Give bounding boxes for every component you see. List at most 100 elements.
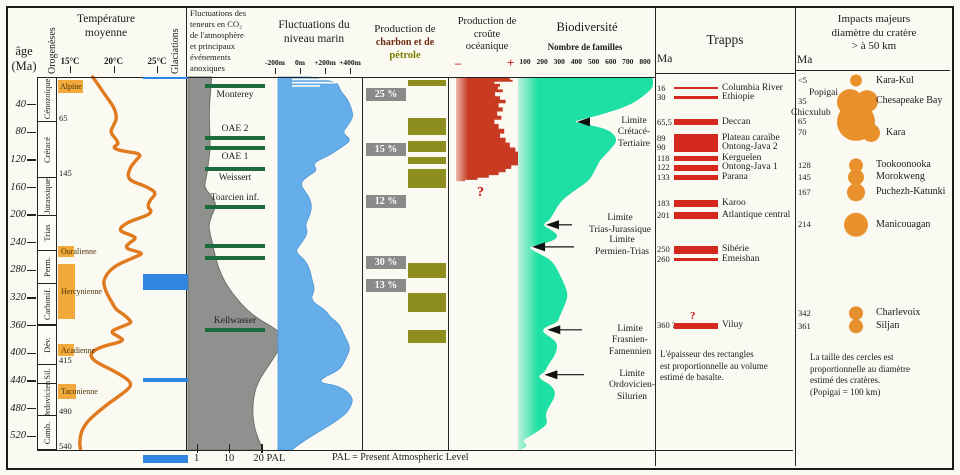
orogeny-label: Hercynienne — [61, 287, 102, 297]
temperature-curve — [78, 75, 157, 451]
trapp-name-label: Atlantique central — [722, 210, 791, 221]
era-label: Cénozoïque — [42, 79, 52, 120]
temperature-scale-tick — [70, 66, 72, 73]
age-tick-mark — [27, 242, 36, 244]
age-tick-label: 280 — [10, 264, 26, 276]
extinction-limit-arrowhead — [547, 325, 561, 335]
fuel-column-left-line — [362, 77, 364, 450]
anoxic-event-label: Toarcien inf. — [210, 192, 260, 203]
pal-scale-tick — [261, 444, 263, 453]
age-tick-mark — [27, 103, 36, 106]
era-label: Ordovicien — [42, 380, 52, 419]
anoxic-event-label: OAE 1 — [221, 152, 249, 163]
fuel-header-petrole: pétrole — [389, 50, 421, 61]
trapp-name-label: Ethiopie — [722, 92, 755, 103]
anoxic-event-bar — [205, 204, 265, 209]
pal-scale-label: 1 — [193, 453, 200, 464]
pal-scale-label: 20 PAL — [253, 453, 286, 464]
impact-crater-name: Kara — [886, 126, 906, 138]
era-cell: Camb. — [37, 414, 57, 451]
age-tick-label: 480 — [10, 402, 26, 414]
age-tick-mark — [27, 269, 36, 272]
trapp-name-label: Karoo — [722, 197, 746, 208]
fuel-percent-chip: 25 % — [366, 88, 406, 101]
impact-age-label: 128 — [798, 159, 811, 170]
era-label: Dév. — [42, 336, 52, 353]
fuel-header-charbon: charbon et de — [375, 37, 435, 48]
trapp-bar — [674, 174, 718, 180]
anoxic-event-bar — [205, 256, 265, 260]
figure-border — [6, 6, 954, 470]
trapp-bar — [674, 164, 718, 171]
age-tick-mark — [27, 407, 36, 410]
orogeny-label: Acadienne — [61, 345, 96, 355]
chart-bottom-line — [37, 450, 793, 452]
trapp-bar — [674, 257, 718, 261]
impacts-ma-label: Ma — [797, 54, 813, 66]
trapp-age-label: 133 — [657, 171, 670, 182]
trapps-column-left-line — [655, 8, 657, 466]
biodiversity-scale-label: 800 — [639, 57, 651, 66]
orogeny-label: Alpine — [60, 81, 82, 91]
trapp-age-label: 90 — [657, 142, 666, 153]
trapp-name-label: Parana — [722, 171, 748, 182]
sea-scale-label: 0m — [295, 58, 305, 67]
impact-crater-circle — [847, 183, 865, 202]
fuel-bar — [408, 262, 446, 278]
fuel-percent-chip: 12 % — [366, 195, 406, 208]
impact-age-label: 70 — [798, 127, 807, 138]
age-tick-label: 360 — [10, 319, 26, 331]
anoxic-event-label: Weissert — [218, 172, 252, 183]
fuel-bar — [408, 157, 446, 164]
fuel-bar — [408, 141, 446, 153]
trapps-note: L'épaisseur des rectangles est proportio… — [660, 349, 768, 382]
anoxic-event-bar — [205, 244, 265, 249]
trapp-name-label: Ontong-Java 2 — [722, 142, 778, 153]
age-tick-mark — [27, 131, 36, 133]
era-cell: Dév. — [37, 324, 57, 365]
extinction-limit-arrowhead — [576, 117, 590, 127]
trapp-bar — [674, 119, 718, 126]
trapp-bar — [674, 87, 718, 90]
era-label: Camb. — [42, 421, 52, 444]
impact-crater-name: Morokweng — [876, 171, 925, 183]
trapp-bar — [674, 133, 718, 144]
extinction-limit-label: Limite Trias-Jurassique — [589, 213, 651, 235]
anoxic-event-bar — [205, 146, 265, 151]
anoxic-event-bar — [205, 135, 265, 140]
trapp-bar — [674, 143, 718, 153]
crust-question-mark: ? — [477, 185, 484, 200]
era-cell: Ordovicien — [37, 380, 57, 419]
impact-crater-name: Kara-Kul — [876, 74, 914, 86]
age-tick-label: 160 — [10, 181, 26, 193]
era-cell: Jurassique — [37, 176, 57, 216]
age-tick-mark — [27, 297, 36, 299]
impact-crater-name: Charlevoix — [876, 307, 921, 319]
impact-crater-name: Popigai — [808, 88, 838, 99]
impact-crater-circle — [849, 319, 863, 334]
glaciations-label: Glaciations — [170, 28, 181, 74]
era-boundary-age: 490 — [59, 406, 72, 417]
impact-age-label: 361 — [798, 320, 811, 331]
trapp-age-label: 260 — [657, 253, 670, 264]
age-tick-label: 80 — [15, 126, 27, 138]
biodiversity-scale-label: 600 — [605, 57, 617, 66]
era-label: Crétacé — [42, 136, 52, 163]
impacts-header-line — [795, 70, 950, 72]
fuel-percent-chip: 13 % — [366, 279, 406, 293]
impact-age-label: 35 — [798, 95, 807, 106]
impact-crater-name: Chicxulub — [791, 107, 831, 118]
impact-age-label: 145 — [798, 171, 811, 182]
orogeny-bar — [58, 344, 74, 356]
age-tick-label: 440 — [10, 374, 26, 386]
sea-scale-tick — [350, 68, 352, 74]
chart-top-line — [37, 77, 655, 79]
anoxic-event-bar — [205, 327, 265, 332]
trapps-ma-label: Ma — [657, 53, 673, 65]
impact-crater-name: Manicouagan — [876, 218, 931, 230]
orogenies-label: Orogenèses — [47, 27, 58, 74]
age-tick-label: 200 — [10, 209, 26, 221]
impact-age-label: 214 — [798, 219, 811, 230]
anoxic-event-label: Kellwasser — [213, 315, 257, 326]
